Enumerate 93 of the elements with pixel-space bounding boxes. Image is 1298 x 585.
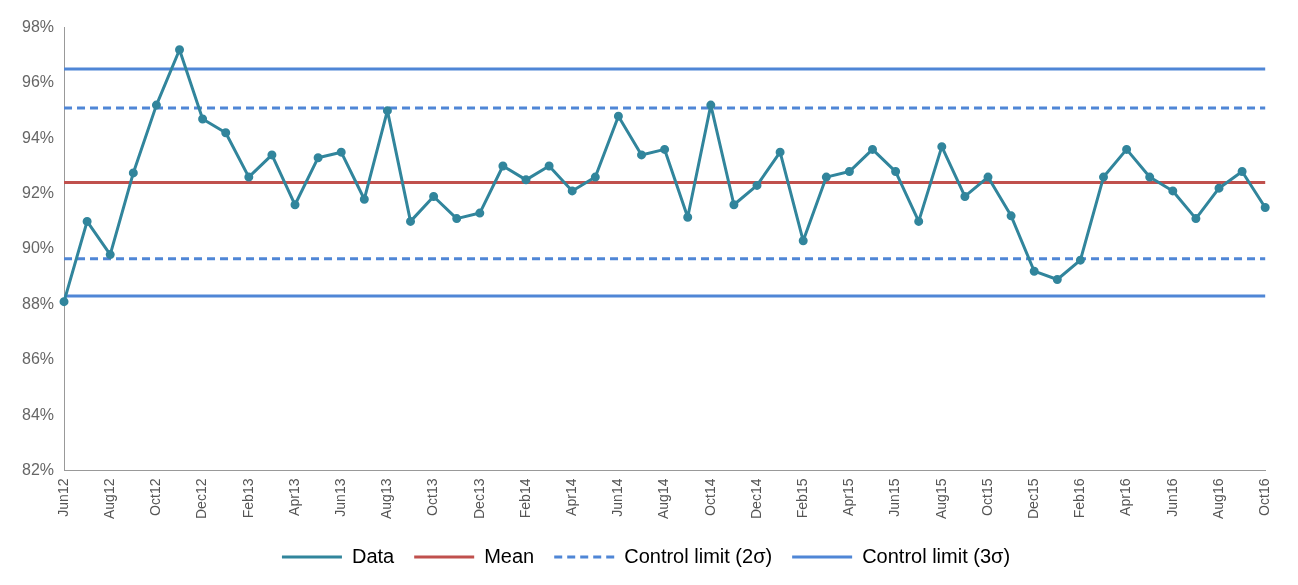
y-tick-label: 92% (21, 184, 55, 202)
point (937, 142, 947, 152)
point (567, 186, 577, 196)
x-tick-label: Oct16 (1256, 478, 1273, 516)
x-tick-label: Jun14 (609, 478, 626, 517)
x-tick-label: Feb13 (239, 478, 256, 519)
x-tick-label: Oct14 (701, 478, 718, 516)
x-tick-label: Dec15 (1025, 478, 1042, 519)
point (544, 161, 554, 171)
y-tick-label: 90% (21, 239, 55, 257)
point (151, 100, 161, 110)
point (105, 250, 115, 260)
point (1191, 214, 1201, 224)
point (198, 114, 208, 124)
point (683, 212, 693, 222)
x-tick-label: Aug15 (932, 478, 949, 519)
y-tick-label: 94% (21, 128, 55, 146)
x-tick-label: Dec14 (747, 478, 764, 519)
point (1052, 275, 1062, 285)
point (983, 172, 993, 182)
point (1214, 183, 1224, 193)
x-tick-label: Aug16 (1209, 478, 1226, 519)
x-tick-label: Jun15 (886, 478, 903, 517)
point (1145, 172, 1155, 182)
point (313, 153, 323, 163)
point (359, 194, 369, 204)
x-tick-label: Apr16 (1117, 478, 1134, 516)
x-tick-label: Jun12 (54, 478, 71, 517)
x-tick-label: Feb16 (1071, 478, 1088, 519)
point (175, 45, 185, 55)
point (706, 100, 716, 110)
x-tick-label: Dec12 (193, 478, 210, 519)
point (1099, 172, 1108, 182)
point (1237, 167, 1247, 177)
point (891, 167, 901, 177)
point (1168, 186, 1178, 196)
point (590, 172, 600, 182)
point (844, 167, 854, 177)
point (452, 214, 462, 224)
x-tick-label: Apr15 (840, 478, 857, 516)
x-tick-label: Feb14 (516, 478, 533, 519)
point (382, 106, 392, 116)
y-tick-label: 82% (21, 460, 55, 478)
point (868, 144, 878, 154)
x-tick-label: Aug14 (655, 478, 672, 519)
x-tick-label: Aug12 (101, 478, 118, 519)
point (798, 236, 808, 246)
point (128, 168, 138, 178)
x-tick-label: Apr13 (285, 478, 302, 516)
point (290, 200, 300, 210)
legend-label: Data (351, 544, 396, 567)
point (729, 200, 739, 210)
x-tick-label: Apr14 (563, 478, 580, 516)
x-tick-label: Oct15 (978, 478, 995, 516)
x-tick-label: Oct12 (147, 478, 164, 516)
point (752, 180, 762, 190)
x-tick-label: Dec13 (470, 478, 487, 519)
point (821, 172, 831, 182)
point (1075, 255, 1085, 265)
point (613, 111, 623, 121)
legend-label: Mean (484, 544, 535, 567)
y-tick-label: 86% (21, 350, 55, 368)
x-tick-label: Jun16 (1163, 478, 1180, 517)
point (429, 191, 439, 201)
point (637, 150, 647, 160)
point (221, 128, 231, 138)
point (521, 175, 531, 185)
point (1122, 144, 1132, 154)
point (406, 216, 416, 226)
y-tick-label: 88% (21, 294, 55, 312)
point (775, 147, 785, 157)
y-tick-label: 98% (21, 18, 55, 36)
y-tick-label: 96% (21, 73, 55, 91)
x-tick-label: Aug13 (378, 478, 395, 519)
point (498, 161, 508, 171)
point (336, 147, 346, 157)
legend-label: Control limit (3σ) (862, 544, 1011, 567)
point (1260, 203, 1270, 213)
x-tick-label: Jun13 (332, 478, 349, 517)
point (660, 144, 670, 154)
point (960, 191, 970, 201)
point (82, 216, 92, 226)
x-tick-label: Oct13 (424, 478, 441, 516)
point (59, 297, 69, 307)
point (1006, 211, 1016, 221)
point (1029, 266, 1039, 276)
legend-label: Control limit (2σ) (624, 544, 773, 567)
point (267, 150, 277, 160)
y-tick-label: 84% (21, 405, 55, 423)
x-tick-label: Feb15 (794, 478, 811, 519)
point (914, 216, 924, 226)
point (475, 208, 485, 218)
point (244, 172, 254, 182)
